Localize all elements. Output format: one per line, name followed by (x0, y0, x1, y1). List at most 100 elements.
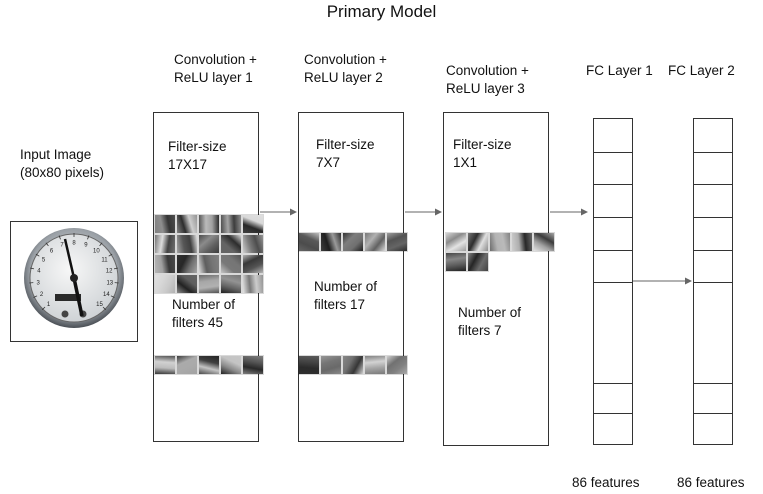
gauge-tick-label: 3 (37, 281, 41, 287)
filter-thumbnail (386, 232, 408, 252)
filter-thumbnail (176, 274, 198, 294)
layer2-heading-line2: ReLU layer 2 (304, 70, 383, 85)
gauge-tick-mark (45, 242, 49, 247)
filter-thumbnail (220, 234, 242, 254)
filter-thumbnail (220, 274, 242, 294)
filter-thumbnail (320, 232, 342, 252)
fc-neuron-cell-divider (694, 217, 732, 218)
layer3-num-filters-label: Number of (458, 305, 522, 320)
fc-neuron-cell-divider (694, 250, 732, 251)
fc-neuron-cell-divider (594, 217, 632, 218)
gauge-tick-mark (108, 253, 113, 257)
fc2-features-label: 86 features (677, 475, 745, 490)
gauge-tick-mark (58, 235, 61, 240)
fc2-heading: FC Layer 2 (668, 63, 735, 78)
fc1-features-label: 86 features (572, 475, 640, 490)
fc-neuron-cell-divider (594, 184, 632, 185)
filter-thumbnail (154, 214, 176, 234)
filter-thumbnail (176, 214, 198, 234)
fc-neuron-cell-divider (594, 152, 632, 153)
layer3-filter-size-label: Filter-size (453, 137, 512, 152)
filter-thumbnail (154, 355, 176, 375)
gauge-tick-label: 4 (37, 269, 41, 275)
gauge-tick-label: 15 (96, 302, 103, 308)
filter-thumbnail (467, 252, 489, 272)
fc-neuron-cell-divider (594, 383, 632, 384)
gauge-tick-label: 9 (84, 243, 88, 249)
gauge-tick-mark (41, 306, 46, 311)
filter-thumbnail (364, 355, 386, 375)
filter-thumbnail (198, 254, 220, 274)
filter-thumbnail (386, 355, 408, 375)
gauge-tick-mark (87, 235, 90, 240)
fc1-heading: FC Layer 1 (586, 63, 653, 78)
layer1-heading-line2: ReLU layer 1 (174, 70, 253, 85)
filter-thumbnail (220, 355, 242, 375)
gauge-tick-label: 10 (93, 248, 100, 254)
filter-thumbnail (220, 214, 242, 234)
gauge-tick-label: 7 (60, 243, 64, 249)
layer2-heading-line1: Convolution + (304, 52, 387, 67)
fc-neuron-cell-divider (694, 152, 732, 153)
gauge-tick-mark (30, 267, 35, 270)
gauge-tick-mark (110, 295, 115, 298)
filter-thumbnail (364, 232, 386, 252)
gauge-tick-label: 14 (103, 292, 110, 298)
gauge-tick-mark (35, 253, 40, 257)
conv-layer-2-box (298, 112, 404, 442)
layer2-num-filters-label: Number of (314, 279, 378, 294)
filter-thumbnail (342, 232, 364, 252)
filter-thumbnail (176, 355, 198, 375)
gauge-tick-label: 13 (106, 281, 113, 287)
filter-thumbnail (220, 254, 242, 274)
fc-layer-1-column (593, 118, 633, 445)
filter-thumbnail (198, 355, 220, 375)
fc-neuron-cell-divider (694, 383, 732, 384)
filter-thumbnail (176, 234, 198, 254)
layer3-filter-strip-row1 (445, 232, 555, 252)
input-image-frame: 1 2 3 4 5 6 7 8 9 10 11 12 13 14 15 (10, 221, 138, 342)
filter-thumbnail (198, 274, 220, 294)
filter-thumbnail (467, 232, 489, 252)
conv-layer-3-box (443, 112, 549, 446)
layer1-filter-size-value: 17X17 (168, 157, 208, 172)
filter-thumbnail (533, 232, 555, 252)
filter-thumbnail (298, 355, 320, 375)
filter-thumbnail (342, 355, 364, 375)
gauge-tick-label: 1 (47, 302, 51, 308)
filter-thumbnail (242, 355, 264, 375)
layer1-filter-size-label: Filter-size (168, 139, 227, 154)
layer1-heading-line1: Convolution + (174, 52, 257, 67)
gauge-tick-label: 8 (72, 241, 76, 247)
filter-thumbnail (445, 232, 467, 252)
filter-thumbnail (154, 274, 176, 294)
fc-neuron-cell-divider (594, 413, 632, 414)
layer3-heading-line2: ReLU layer 3 (446, 81, 525, 96)
gauge-tick-label: 5 (42, 257, 46, 263)
gauge-tick-label: 12 (106, 269, 113, 275)
filter-thumbnail (298, 232, 320, 252)
layer2-filter-strip-bottom (298, 355, 408, 375)
filter-thumbnail (445, 252, 467, 272)
filter-thumbnail (154, 254, 176, 274)
layer2-num-filters-value: filters 17 (314, 297, 366, 312)
layer1-filter-strip-bottom (154, 355, 264, 375)
filter-thumbnail (242, 214, 264, 234)
fc-neuron-cell-divider (694, 282, 732, 283)
filter-thumbnail (489, 232, 511, 252)
fc-neuron-cell-divider (594, 282, 632, 283)
filter-thumbnail (320, 355, 342, 375)
filter-thumbnail (242, 254, 264, 274)
layer2-filter-strip-top (298, 232, 408, 252)
filter-thumbnail (176, 254, 198, 274)
gauge-tick-mark (99, 242, 103, 247)
diagram-title: Primary Model (326, 2, 437, 21)
layer1-num-filters-value: filters 45 (172, 315, 224, 330)
fc-neuron-cell-divider (694, 184, 732, 185)
filter-thumbnail (511, 232, 533, 252)
gauge-tick-label: 11 (101, 257, 108, 263)
layer1-filter-grid (154, 214, 264, 294)
input-label-line2: (80x80 pixels) (20, 165, 105, 180)
